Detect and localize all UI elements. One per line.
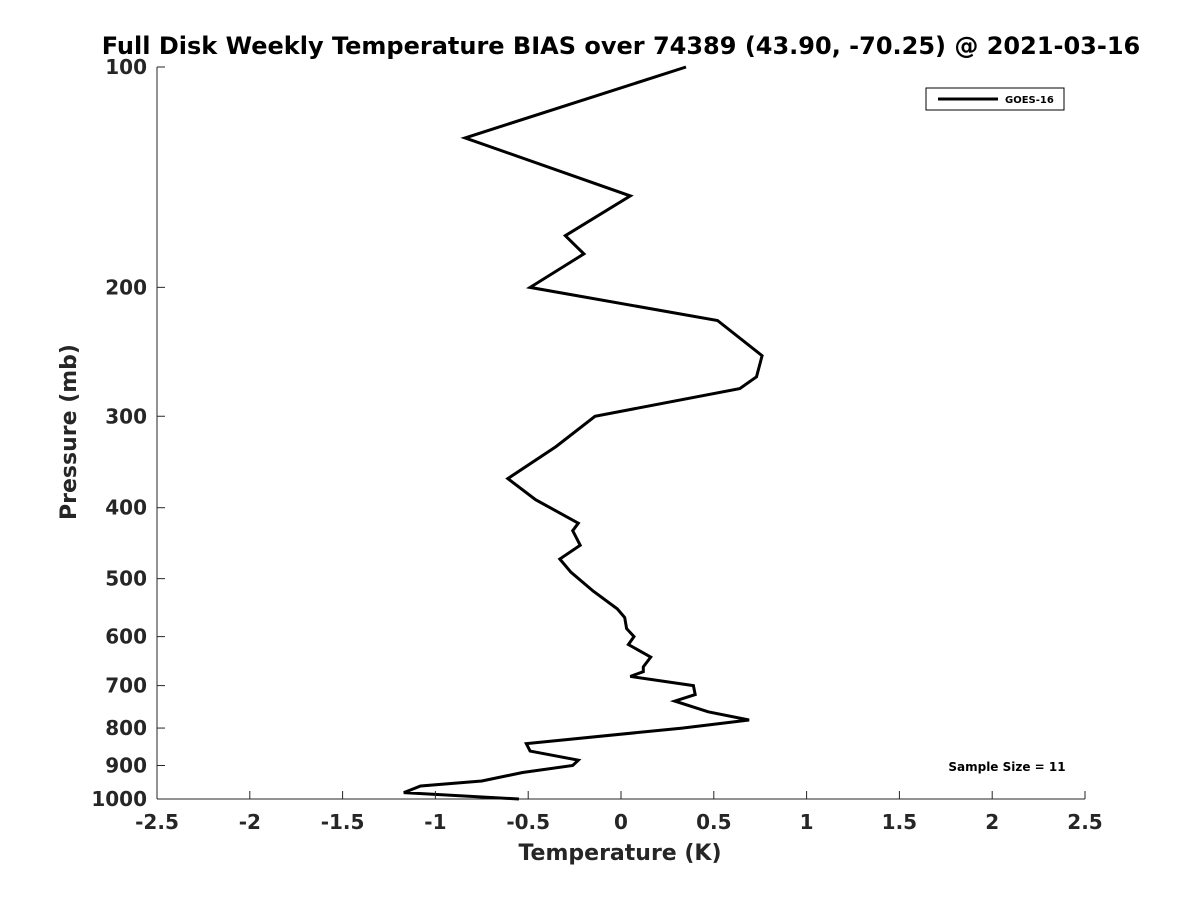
y-tick-label: 900: [105, 754, 147, 778]
x-tick-label: 0: [614, 810, 628, 834]
y-axis-ticks: 100 200 300 400 500 600 700 800 900 1000: [91, 55, 165, 811]
x-axis-ticks: -2.5 -2 -1.5 -1 -0.5 0 0.5 1 1.5 2 2.5: [135, 791, 1103, 834]
y-tick-label: 800: [105, 716, 147, 740]
x-tick-label: -0.5: [506, 810, 550, 834]
x-tick-label: -1: [424, 810, 446, 834]
x-tick-label: 2.5: [1067, 810, 1102, 834]
y-tick-label: 400: [105, 496, 147, 520]
x-tick-label: -2.5: [135, 810, 179, 834]
y-axis-label: Pressure (mb): [57, 344, 82, 520]
legend-label-goes-16: GOES-16: [1005, 95, 1054, 106]
x-tick-label: -1.5: [321, 810, 365, 834]
chart-title: Full Disk Weekly Temperature BIAS over 7…: [102, 32, 1141, 60]
y-tick-label: 700: [105, 674, 147, 698]
x-tick-label: 1.5: [882, 810, 917, 834]
x-tick-label: -2: [239, 810, 261, 834]
series-line-goes-16: [403, 65, 764, 801]
sample-size-annotation: Sample Size = 11: [948, 760, 1065, 774]
y-tick-label: 200: [105, 275, 147, 299]
y-tick-label: 300: [105, 404, 147, 428]
x-tick-label: 0.5: [696, 810, 731, 834]
x-tick-label: 2: [985, 810, 999, 834]
y-tick-label: 100: [105, 55, 147, 79]
plot-axes: [156, 67, 1085, 800]
legend: GOES-16: [925, 87, 1065, 111]
y-tick-label: 500: [105, 567, 147, 591]
x-tick-label: 1: [800, 810, 814, 834]
y-tick-label: 600: [105, 625, 147, 649]
y-tick-label: 1000: [91, 787, 147, 811]
x-axis-label: Temperature (K): [518, 841, 721, 866]
